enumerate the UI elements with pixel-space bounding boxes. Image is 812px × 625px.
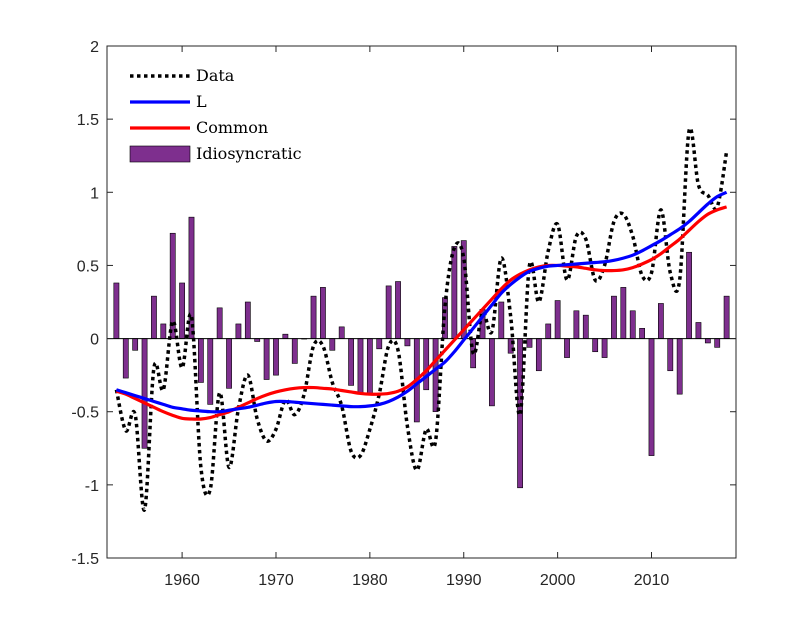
idiosyncratic-bar-1999 [545, 323, 552, 339]
legend: Data L Common Idiosyncratic [129, 66, 302, 163]
legend-label-data: Data [196, 66, 235, 85]
series-lines [114, 126, 729, 512]
idiosyncratic-bar-2006 [611, 295, 617, 339]
idiosyncratic-bar-2017 [714, 338, 721, 348]
y-tick-label: 0.5 [77, 258, 99, 275]
y-tick-label: -1.5 [71, 551, 99, 568]
idiosyncratic-bar-2005 [601, 338, 608, 358]
idiosyncratic-bar-1958 [160, 323, 167, 339]
idiosyncratic-bar-1972 [291, 338, 298, 364]
x-tick-label: 2000 [540, 572, 576, 589]
idiosyncratic-bar-1981 [376, 338, 383, 350]
idiosyncratic-bar-1986 [423, 338, 430, 391]
idiosyncratic-bar-2011 [658, 303, 664, 339]
idiosyncratic-bar-2004 [592, 338, 599, 353]
idiosyncratic-bar-1963 [207, 338, 214, 405]
x-tick-label: 2010 [634, 572, 670, 589]
legend-label-idiosyncratic: Idiosyncratic [196, 144, 302, 163]
idiosyncratic-bar-1998 [535, 338, 542, 372]
idiosyncratic-bar-1982 [385, 285, 392, 339]
idiosyncratic-bar-1962 [197, 338, 204, 383]
x-tick-label: 1970 [258, 572, 294, 589]
axes-box [106, 45, 737, 559]
idiosyncratic-bar-2008 [629, 310, 636, 339]
y-tick-label: -0.5 [71, 405, 99, 422]
idiosyncratic-bar-2015 [695, 322, 702, 339]
x-tick-label: 1980 [352, 572, 388, 589]
idiosyncratic-bar-1978 [348, 338, 354, 386]
idiosyncratic-bar-2001 [564, 338, 570, 358]
idiosyncratic-bar-1969 [263, 338, 270, 380]
y-tick-label: 0 [90, 332, 99, 349]
axes: 1960 1970 1980 1990 2000 2010 -1.5 -1 -0.5 0 0.5 1 1… [71, 39, 737, 589]
idiosyncratic-bar-1984 [404, 338, 411, 347]
series-line-l [115, 190, 728, 414]
idiosyncratic-bar-2000 [554, 300, 561, 339]
legend-label-l: L [196, 92, 207, 111]
idiosyncratic-bar-1970 [273, 338, 279, 376]
idiosyncratic-bar-1967 [244, 301, 251, 339]
idiosyncratic-bar-2012 [667, 338, 674, 372]
idiosyncratic-bar-2016 [704, 338, 711, 344]
y-tick-label: 2 [90, 39, 99, 56]
idiosyncratic-bar-1976 [329, 338, 336, 351]
idiosyncratic-bar-1964 [216, 307, 223, 339]
idiosyncratic-bar-1977 [338, 326, 345, 339]
idiosyncratic-bar-1957 [151, 295, 157, 339]
y-tick-label: 1 [90, 185, 99, 202]
idiosyncratic-bar-1980 [366, 338, 373, 395]
y-tick-label: 1.5 [77, 112, 99, 129]
idiosyncratic-bar-2009 [639, 328, 646, 339]
idiosyncratic-bar-1979 [357, 338, 364, 393]
idiosyncratic-bar-2018 [723, 295, 730, 339]
idiosyncratic-bar-2014 [686, 251, 692, 339]
idiosyncratic-bar-1960 [179, 282, 185, 339]
idiosyncratic-bar-1965 [226, 338, 232, 389]
idiosyncratic-bar-1994 [498, 301, 505, 339]
idiosyncratic-bar-1953 [113, 282, 120, 339]
idiosyncratic-bar-1956 [141, 338, 148, 449]
idiosyncratic-bar-1993 [489, 338, 495, 407]
idiosyncratic-bar-2002 [573, 310, 580, 339]
idiosyncratic-bar-1966 [235, 323, 242, 339]
idiosyncratic-bar-2007 [620, 287, 627, 339]
idiosyncratic-bar-1975 [320, 287, 326, 339]
idiosyncratic-bar-2013 [676, 338, 683, 395]
x-tick-label: 1990 [446, 572, 482, 589]
idiosyncratic-bar-1954 [122, 338, 129, 379]
idiosyncratic-bar-1983 [395, 281, 401, 339]
idiosyncratic-bar-2010 [648, 338, 655, 456]
idiosyncratic-bar-1997 [526, 338, 533, 348]
y-tick-label: -1 [85, 478, 99, 495]
x-tick-label: 1960 [164, 572, 200, 589]
legend-label-common: Common [196, 118, 268, 137]
series-line-common [115, 205, 728, 421]
legend-swatch-idiosyncratic [129, 145, 191, 163]
idiosyncratic-bar-1955 [132, 338, 139, 351]
idiosyncratic-bar-2003 [582, 314, 589, 339]
idiosyncratic-bar-1971 [282, 333, 289, 339]
idiosyncratic-bar-1974 [310, 295, 317, 339]
series-line-data [114, 126, 729, 512]
